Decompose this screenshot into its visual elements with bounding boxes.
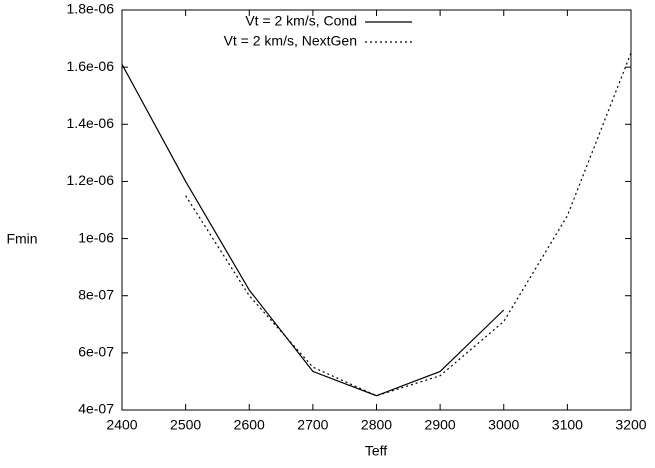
legend-label: Vt = 2 km/s, Cond bbox=[245, 13, 357, 29]
x-axis-label: Teff bbox=[365, 443, 387, 459]
y-tick-label: 1.2e-06 bbox=[67, 172, 115, 188]
x-tick-label: 3000 bbox=[488, 417, 519, 433]
x-tick-label: 2900 bbox=[425, 417, 456, 433]
y-tick-label: 6e-07 bbox=[78, 344, 114, 360]
x-tick-label: 3200 bbox=[615, 417, 646, 433]
y-tick-label: 4e-07 bbox=[78, 401, 114, 417]
y-tick-label: 8e-07 bbox=[78, 286, 114, 302]
x-tick-label: 2800 bbox=[361, 417, 392, 433]
x-tick-label: 2500 bbox=[170, 417, 201, 433]
x-tick-label: 2600 bbox=[234, 417, 265, 433]
y-tick-label: 1e-06 bbox=[78, 229, 114, 245]
y-axis-label: Fmin bbox=[6, 231, 37, 247]
x-tick-label: 2700 bbox=[297, 417, 328, 433]
y-tick-label: 1.4e-06 bbox=[67, 115, 115, 131]
x-tick-label: 2400 bbox=[106, 417, 137, 433]
plot-frame bbox=[121, 9, 632, 411]
y-tick-label: 1.8e-06 bbox=[67, 1, 115, 17]
series-line bbox=[185, 52, 632, 397]
legend-label: Vt = 2 km/s, NextGen bbox=[224, 33, 357, 49]
y-tick-label: 1.6e-06 bbox=[67, 58, 115, 74]
x-tick-label: 3100 bbox=[552, 417, 583, 433]
series-line bbox=[121, 63, 505, 397]
